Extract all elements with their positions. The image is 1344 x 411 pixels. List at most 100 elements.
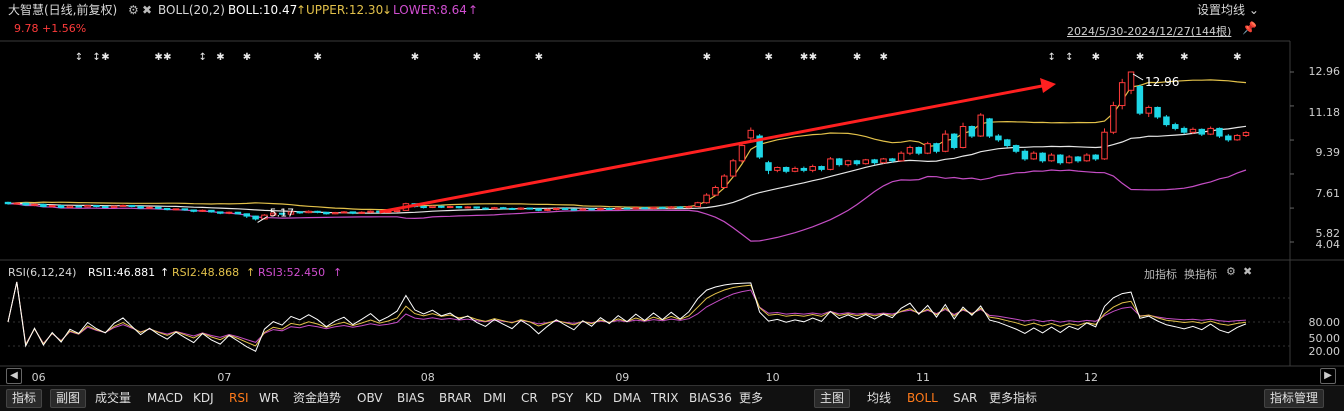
- indicator-tab[interactable]: OBV: [357, 391, 383, 405]
- indicators-button[interactable]: 指标: [6, 389, 43, 408]
- event-marker: ↕: [75, 52, 83, 63]
- switch-indicator-button[interactable]: 换指标: [1184, 268, 1217, 281]
- close-icon[interactable]: ✖: [1243, 265, 1253, 278]
- indicator-tab[interactable]: BIAS36: [689, 391, 732, 405]
- price-chart[interactable]: 12.965.17↕ ↕ ✱ ✱ ✱ ↕ ✱ ✱ ✱ ✱ ✱ ✱ ✱ ✱ ✱ ✱ ✱ ✱ ↕ ↕ ✱ ✱ ✱ ✱: [0, 0, 1344, 385]
- candle-body: [1021, 150, 1029, 160]
- main-chart-button[interactable]: 主图: [814, 389, 851, 408]
- candle-body: [924, 143, 931, 154]
- indicator-tab[interactable]: TRIX: [651, 391, 679, 405]
- candle-body: [234, 211, 242, 215]
- candle-body: [1118, 82, 1126, 107]
- candle-body: [756, 135, 763, 158]
- gear-icon[interactable]: ⚙: [128, 3, 139, 17]
- candle-body: [243, 213, 250, 217]
- candle-body: [270, 212, 277, 216]
- candle-body: [252, 215, 259, 220]
- indicator-tab[interactable]: KD: [585, 391, 603, 405]
- candle-body: [1101, 131, 1108, 160]
- main-indicator-tab[interactable]: SAR: [953, 391, 978, 405]
- candle-body: [464, 206, 472, 209]
- rsi1-value: RSI1:46.881: [88, 266, 156, 279]
- candle-body: [685, 206, 693, 209]
- candle-body: [1233, 134, 1241, 141]
- main-indicator-tab[interactable]: 均线: [867, 391, 892, 405]
- candle-body: [676, 206, 684, 209]
- candle-body: [216, 211, 224, 214]
- candle-body: [93, 205, 100, 208]
- event-marker: ✱: [535, 52, 543, 63]
- close-icon[interactable]: ✖: [142, 3, 153, 17]
- arrow-down-icon: ↓: [382, 3, 393, 17]
- rsi3-line: [7, 281, 1247, 346]
- candle-body: [782, 166, 790, 172]
- candle-body: [48, 205, 56, 208]
- add-indicator-button[interactable]: 加指标: [1144, 268, 1177, 281]
- indicator-tab[interactable]: 资金趋势: [293, 391, 342, 405]
- event-marker: ✱: [1092, 52, 1100, 63]
- candle-body: [1065, 156, 1073, 164]
- candle-body: [1189, 128, 1197, 133]
- indicator-tab[interactable]: CR: [521, 391, 538, 405]
- event-marker: ✱: [764, 52, 772, 63]
- candle-body: [703, 194, 710, 204]
- candle-body: [323, 211, 330, 215]
- candle-body: [1092, 154, 1099, 160]
- gear-icon[interactable]: ⚙: [1226, 265, 1236, 278]
- boll-indicator-name[interactable]: BOLL(20,2): [158, 3, 225, 17]
- indicator-tab[interactable]: DMA: [613, 391, 641, 405]
- candle-body: [1242, 132, 1250, 136]
- rsi-indicator-name[interactable]: RSI(6,12,24): [8, 266, 77, 279]
- indicator-tab[interactable]: 更多: [739, 391, 764, 405]
- candle-body: [331, 212, 339, 215]
- indicator-tab[interactable]: 成交量: [95, 391, 132, 405]
- y-tick-label: 5.82: [1315, 227, 1341, 240]
- indicator-tab[interactable]: RSI: [229, 391, 249, 405]
- candle-body: [800, 167, 808, 171]
- candle-body: [880, 158, 887, 164]
- main-indicator-tab[interactable]: BOLL: [907, 391, 938, 405]
- x-tick-label: 08: [420, 371, 435, 384]
- indicator-tab[interactable]: PSY: [551, 391, 574, 405]
- indicator-tab[interactable]: WR: [259, 391, 280, 405]
- candle-body: [1012, 145, 1020, 152]
- candle-body: [933, 143, 940, 152]
- indicator-tab[interactable]: BIAS: [397, 391, 425, 405]
- boll-upper-line: [7, 79, 1247, 211]
- price-change: 9.78 +1.56%: [14, 22, 87, 35]
- candle-body: [835, 158, 843, 166]
- stock-name[interactable]: 大智慧(日线,前复权): [8, 3, 118, 17]
- date-range[interactable]: 2024/5/30-2024/12/27(144根): [1067, 25, 1232, 38]
- scroll-left-button[interactable]: ◀: [6, 368, 22, 384]
- candle-body: [765, 162, 772, 171]
- candle-body: [1127, 71, 1135, 91]
- candle-body: [172, 208, 180, 211]
- candle-body: [862, 159, 869, 165]
- candle-body: [482, 207, 489, 210]
- candle-body: [305, 210, 312, 214]
- candle-body: [579, 208, 587, 211]
- arrow-up-icon: ↑: [246, 266, 256, 279]
- candle-body: [641, 207, 648, 210]
- indicator-tab[interactable]: DMI: [483, 391, 507, 405]
- scroll-right-button[interactable]: ▶: [1320, 368, 1336, 384]
- subchart-button[interactable]: 副图: [50, 389, 87, 408]
- settings-ma-button[interactable]: 设置均线 ⌄: [1197, 2, 1259, 18]
- y-tick-label: 9.39: [1315, 146, 1341, 159]
- candle-body: [438, 205, 445, 208]
- pin-icon[interactable]: 📌: [1242, 21, 1257, 35]
- candle-body: [340, 211, 348, 214]
- event-marker: ✱: [314, 52, 322, 63]
- candle-body: [57, 205, 65, 209]
- main-indicator-tab[interactable]: 更多指标: [989, 391, 1038, 405]
- indicator-manage-button[interactable]: 指标管理: [1264, 389, 1325, 408]
- candle-body: [889, 158, 896, 162]
- rsi-y-tick-label: 50.00: [1308, 332, 1341, 345]
- candle-body: [473, 206, 480, 209]
- x-tick-label: 12: [1083, 371, 1098, 384]
- indicator-tab[interactable]: KDJ: [193, 391, 214, 405]
- indicator-tab[interactable]: BRAR: [439, 391, 472, 405]
- candle-body: [1198, 128, 1206, 135]
- indicator-tab[interactable]: MACD: [147, 391, 183, 405]
- event-marker: ✱: [411, 52, 419, 63]
